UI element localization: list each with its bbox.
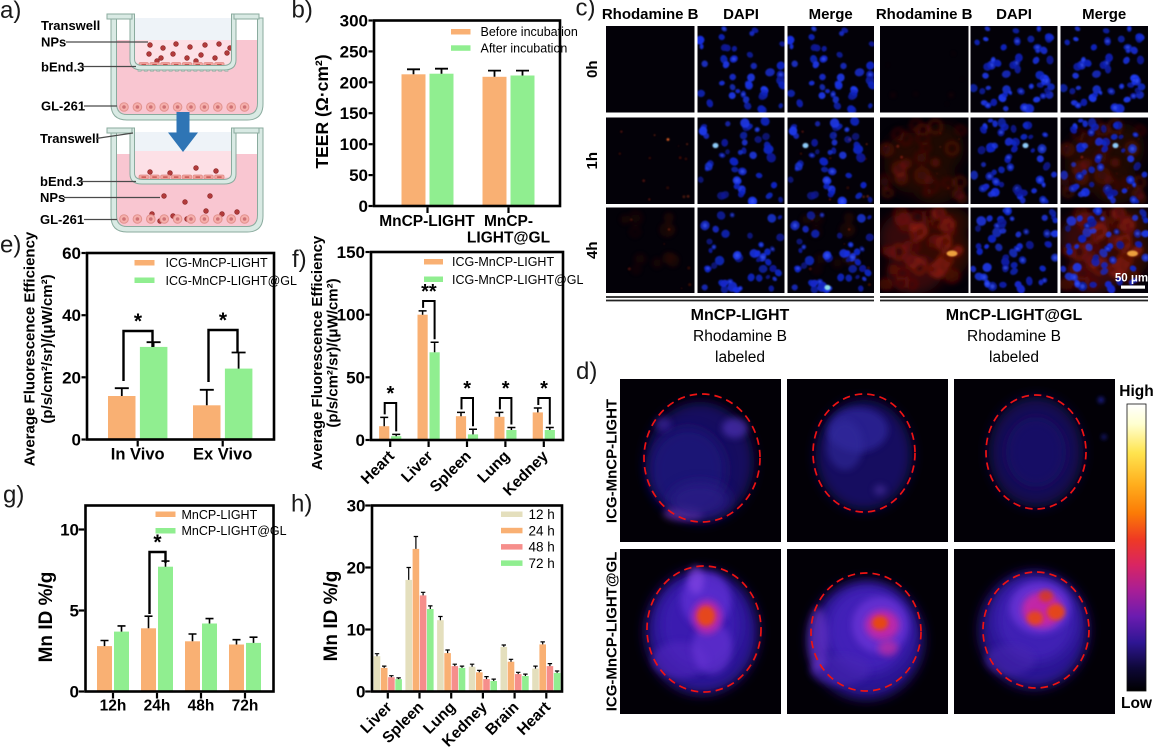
svg-text:*: * — [387, 383, 395, 405]
svg-text:Transwell: Transwell — [40, 131, 99, 146]
svg-text:Mn ID %/g: Mn ID %/g — [321, 571, 342, 662]
svg-text:*: * — [540, 378, 548, 400]
svg-text:0: 0 — [359, 197, 368, 216]
svg-text:0: 0 — [72, 430, 81, 449]
svg-text:12h: 12h — [100, 698, 127, 715]
svg-text:Average Fluorescence Efficienc: Average Fluorescence Efficiency — [309, 235, 326, 470]
svg-text:72 h: 72 h — [529, 556, 555, 571]
svg-text:MnCP-LIGHT@GL: MnCP-LIGHT@GL — [182, 524, 287, 538]
svg-text:Before incubation: Before incubation — [481, 25, 578, 39]
svg-text:NPs: NPs — [40, 190, 65, 205]
svg-text:bEnd.3: bEnd.3 — [41, 60, 84, 75]
svg-text:Rhodamine B: Rhodamine B — [693, 328, 787, 345]
svg-text:Merge: Merge — [1082, 6, 1126, 23]
svg-text:d): d) — [576, 358, 597, 385]
svg-text:After incubation: After incubation — [481, 42, 568, 56]
svg-text:MnCP-LIGHT: MnCP-LIGHT — [379, 213, 475, 230]
svg-text:labeled: labeled — [989, 349, 1039, 366]
svg-text:(p/s/cm²/sr)/(μW/cm²): (p/s/cm²/sr)/(μW/cm²) — [39, 274, 56, 423]
svg-text:0: 0 — [356, 431, 365, 450]
svg-text:20: 20 — [347, 559, 366, 578]
svg-text:5: 5 — [70, 602, 79, 621]
svg-text:50 μm: 50 μm — [1115, 273, 1148, 285]
svg-text:e): e) — [0, 232, 21, 259]
svg-text:150: 150 — [337, 243, 365, 262]
svg-text:300: 300 — [340, 11, 368, 30]
svg-text:10: 10 — [347, 621, 366, 640]
svg-text:ICG-MnCP-LIGHT@GL: ICG-MnCP-LIGHT@GL — [604, 552, 621, 712]
svg-text:Merge: Merge — [809, 6, 853, 23]
svg-text:b): b) — [292, 0, 313, 24]
svg-text:*: * — [502, 378, 510, 400]
svg-text:*: * — [463, 378, 471, 400]
svg-text:*: * — [153, 531, 162, 554]
svg-text:**: ** — [421, 281, 437, 303]
svg-text:24 h: 24 h — [529, 523, 555, 538]
svg-text:250: 250 — [340, 42, 368, 61]
svg-text:Rhodamine B: Rhodamine B — [602, 6, 699, 23]
svg-text:MnCP-LIGHT: MnCP-LIGHT — [691, 307, 790, 324]
svg-text:24h: 24h — [144, 698, 171, 715]
svg-text:DAPI: DAPI — [723, 6, 759, 23]
svg-text:10: 10 — [60, 521, 79, 540]
svg-text:Rhodamine B: Rhodamine B — [967, 328, 1061, 345]
svg-text:72h: 72h — [232, 698, 259, 715]
svg-text:ICG-MnCP-LIGHT: ICG-MnCP-LIGHT — [604, 399, 621, 523]
svg-text:MnCP-LIGHT: MnCP-LIGHT — [182, 508, 258, 522]
svg-text:DAPI: DAPI — [996, 6, 1032, 23]
svg-text:48 h: 48 h — [529, 540, 555, 555]
svg-text:0h: 0h — [584, 60, 601, 78]
svg-text:c): c) — [576, 0, 596, 22]
svg-text:MnCP-LIGHT@GL: MnCP-LIGHT@GL — [946, 307, 1083, 324]
svg-text:100: 100 — [337, 306, 365, 325]
svg-text:(p/s/cm²/sr)/(μW/cm²): (p/s/cm²/sr)/(μW/cm²) — [325, 278, 342, 427]
svg-text:High: High — [1119, 383, 1153, 400]
svg-text:Average Fluorescence Efficienc: Average Fluorescence Efficiency — [22, 231, 39, 466]
svg-text:Low: Low — [1121, 695, 1153, 712]
svg-text:30: 30 — [347, 497, 366, 516]
svg-text:ICG-MnCP-LIGHT: ICG-MnCP-LIGHT — [166, 256, 268, 270]
svg-text:ICG-MnCP-LIGHT@GL: ICG-MnCP-LIGHT@GL — [166, 274, 297, 288]
svg-text:40: 40 — [62, 306, 81, 325]
svg-text:200: 200 — [340, 73, 368, 92]
svg-text:a): a) — [0, 0, 21, 24]
svg-text:MnCP-: MnCP- — [484, 213, 533, 230]
svg-text:TEER (Ω·cm²): TEER (Ω·cm²) — [312, 54, 332, 168]
svg-text:20: 20 — [62, 368, 81, 387]
svg-text:GL-261: GL-261 — [40, 212, 84, 227]
svg-text:LIGHT@GL: LIGHT@GL — [467, 230, 550, 247]
svg-text:100: 100 — [340, 135, 368, 154]
svg-text:NPs: NPs — [41, 35, 66, 50]
svg-text:Transwell: Transwell — [41, 18, 100, 33]
svg-text:In Vivo: In Vivo — [111, 446, 165, 464]
svg-text:50: 50 — [346, 368, 365, 387]
svg-text:bEnd.3: bEnd.3 — [40, 174, 83, 189]
svg-text:Mn ID %/g: Mn ID %/g — [36, 572, 57, 663]
svg-text:Ex Vivo: Ex Vivo — [193, 446, 252, 464]
svg-text:1h: 1h — [584, 152, 601, 170]
svg-text:150: 150 — [340, 104, 368, 123]
svg-text:GL-261: GL-261 — [41, 99, 85, 114]
svg-text:ICG-MnCP-LIGHT@GL: ICG-MnCP-LIGHT@GL — [452, 273, 583, 287]
svg-text:f): f) — [292, 246, 307, 273]
svg-text:labeled: labeled — [715, 349, 765, 366]
svg-text:4h: 4h — [584, 241, 601, 259]
svg-text:0: 0 — [70, 683, 79, 702]
svg-text:50: 50 — [349, 166, 368, 185]
svg-text:12 h: 12 h — [529, 507, 555, 522]
svg-text:g): g) — [3, 482, 24, 509]
svg-text:*: * — [219, 309, 228, 332]
svg-text:48h: 48h — [188, 698, 215, 715]
svg-text:Rhodamine B: Rhodamine B — [876, 6, 973, 23]
svg-text:ICG-MnCP-LIGHT: ICG-MnCP-LIGHT — [452, 255, 554, 269]
svg-text:60: 60 — [62, 244, 81, 263]
svg-text:0: 0 — [356, 683, 365, 702]
svg-text:h): h) — [291, 491, 312, 518]
svg-text:*: * — [134, 310, 143, 333]
